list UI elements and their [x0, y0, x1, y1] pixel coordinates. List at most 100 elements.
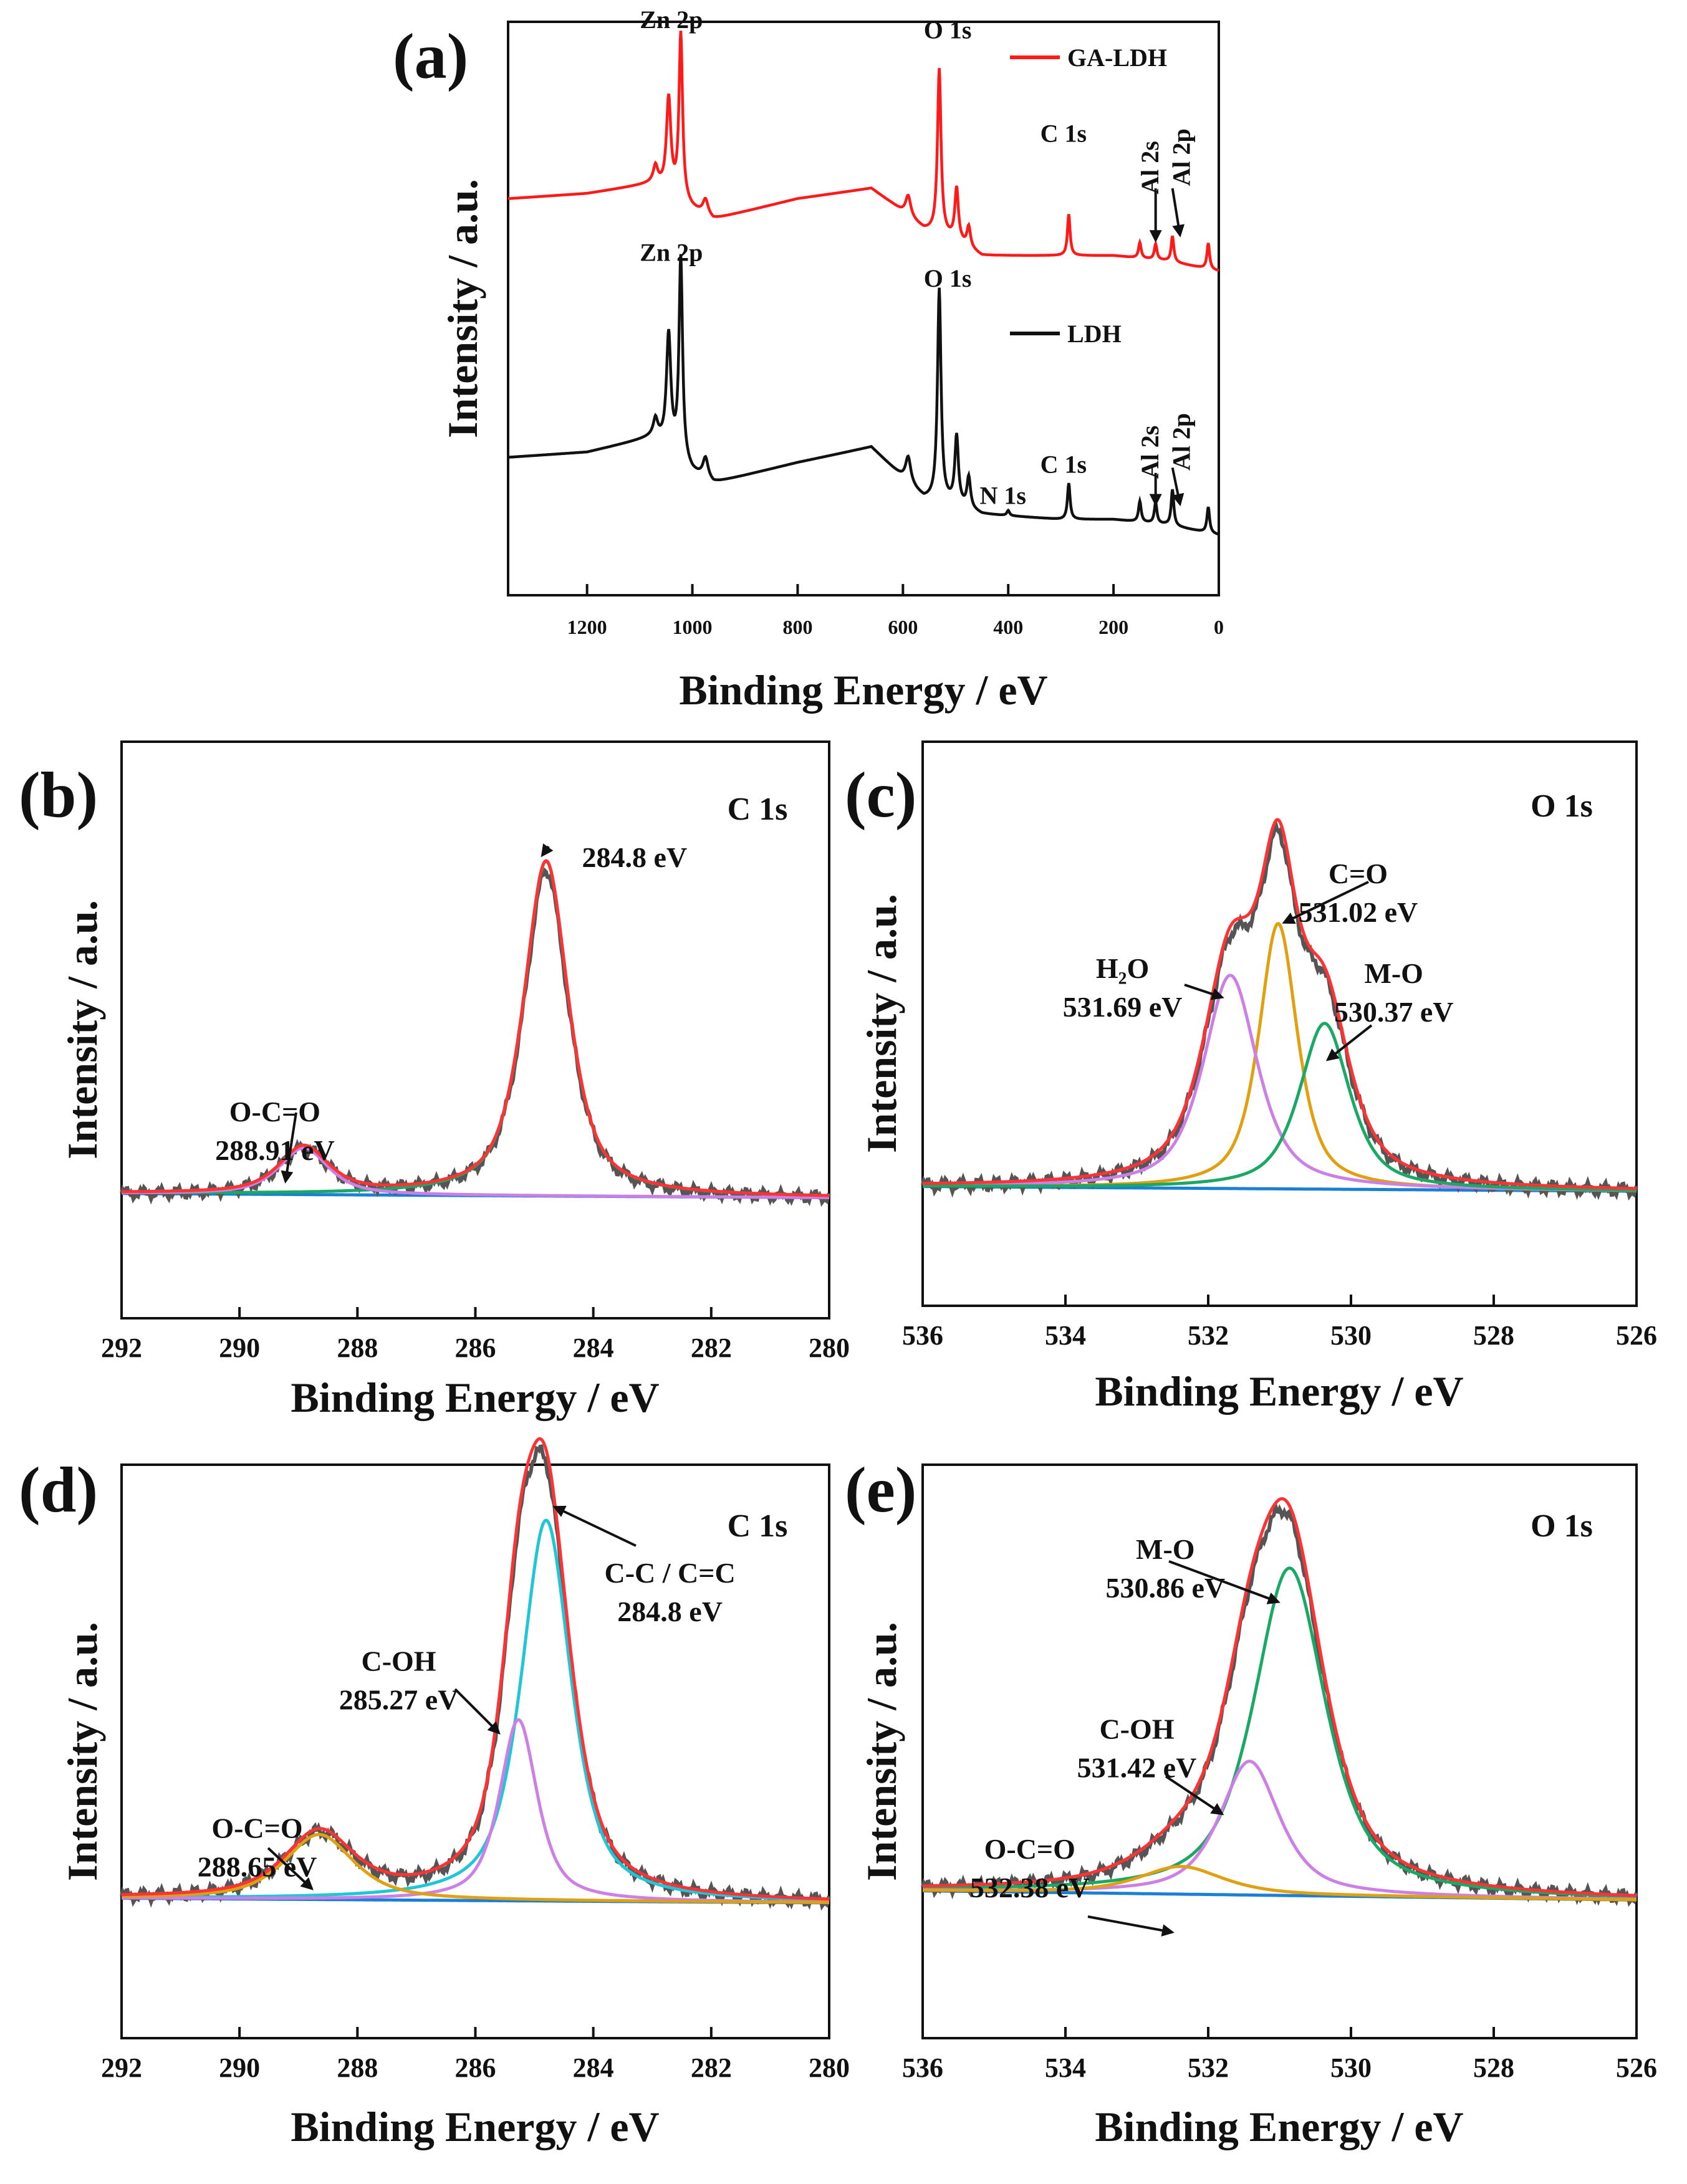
panel-c-frame: [921, 740, 1638, 1307]
panel-a-tick-label-200: 200: [1098, 616, 1128, 638]
panel-d-tick-label-284: 284: [573, 2052, 614, 2083]
panel-b-tick-label-282: 282: [691, 1333, 732, 1363]
peak-label-o-1s-1: O 1s: [924, 16, 972, 44]
panel-b-tick-label-292: 292: [101, 1333, 142, 1363]
annotation-arrow-2: [1282, 881, 1369, 924]
component-o-c-o: [923, 1865, 1637, 1902]
panel-e-tick-label-532: 532: [1188, 2052, 1229, 2083]
panel-a-series: [507, 31, 1219, 536]
panel-d-tick-label-280: 280: [809, 2052, 850, 2083]
panel-d-annotations: C-C / C=C 284.8 eV C-OH 285.27 eV O-C=O 288.6…: [198, 1505, 736, 1890]
panel-b-xlabel: Binding Energy / eV: [291, 1374, 659, 1421]
panel-b-annotations: 284.8 eV O-C=O 288.91 eV: [215, 841, 688, 1184]
panel-a-tick-label-400: 400: [993, 616, 1023, 638]
annotation-m-o-0: M-O: [1136, 1533, 1195, 1565]
peak-label-zn-2p-0: Zn 2p: [640, 6, 703, 34]
component-m-o: [923, 1022, 1637, 1192]
component-c-c-c-c: [122, 1518, 830, 1902]
panel-d-title: C 1s: [728, 1508, 788, 1544]
component-o-c-o: [122, 1146, 829, 1199]
series-line-ldh: [507, 254, 1219, 536]
panel-a-tick-label-1200: 1200: [567, 616, 607, 638]
panel-d-xlabel: Binding Energy / eV: [291, 2103, 659, 2150]
panel-e-tick-label-526: 526: [1616, 2052, 1657, 2083]
annotation-288-65-ev-2: 288.65 eV: [198, 1851, 317, 1883]
panel-c-ylabel: Intensity / a.u.: [858, 894, 905, 1153]
panel-e-o1s-spectrum: 536 534 532 530 528 526 M-O 530.86 eV C-OH 531.4…: [858, 1463, 1657, 2150]
annotation-arrow-0: [281, 1112, 297, 1184]
peak-label-c-1s-8: C 1s: [1041, 451, 1087, 479]
panel-a-ylabel: Intensity / a.u.: [439, 179, 486, 438]
panel-c-xlabel: Binding Energy / eV: [1095, 1367, 1463, 1415]
legend-label-ga-ldh: GA-LDH: [1067, 44, 1167, 72]
panel-c-o1s-spectrum: 536 534 532 530 528 526 C=O 531.02 eV H₂O 531.69…: [858, 740, 1657, 1415]
annotation-530-86-ev-0: 530.86 eV: [1105, 1572, 1225, 1604]
panel-e-tick-label-528: 528: [1473, 2052, 1514, 2083]
annotation-c-oh-1: C-OH: [361, 1645, 436, 1677]
annotation-o-c-o-2: O-C=O: [984, 1833, 1075, 1865]
peak-label-al-2p-10: Al 2p: [1168, 413, 1196, 471]
panel-a-xlabel: Binding Energy / eV: [679, 666, 1047, 714]
panel-a-tick-label-1000: 1000: [673, 616, 713, 638]
peak-label-c-1s-2: C 1s: [1041, 120, 1087, 148]
annotation-284-8-ev-0: 284.8 eV: [582, 841, 688, 873]
envelope-fit-line: [122, 859, 830, 1197]
panel-a-legend: GA-LDH LDH: [1010, 44, 1167, 348]
annotation-284-8-ev-0: 284.8 eV: [617, 1596, 723, 1627]
annotation-532-38-ev-2: 532.38 eV: [970, 1872, 1090, 1904]
annotation-530-37-ev-2: 530.37 eV: [1334, 996, 1454, 1028]
panel-b-title: C 1s: [728, 792, 788, 827]
peak-label-o-1s-6: O 1s: [924, 264, 972, 292]
annotation-arrow-8: [1168, 1560, 1281, 1604]
panel-d-curves: [120, 1437, 831, 1911]
component-c-o: [923, 922, 1637, 1192]
panel-d-frame: [120, 1463, 830, 2039]
panel-d-tick-label-290: 290: [219, 2052, 260, 2083]
panel-b-tick-label-280: 280: [809, 1333, 850, 1363]
panel-e-tick-label-534: 534: [1045, 2052, 1086, 2083]
panel-c-x-ticks: 536 534 532 530 528 526: [902, 1295, 1657, 1351]
panel-d-tick-label-282: 282: [691, 2052, 732, 2083]
panel-e-ylabel: Intensity / a.u.: [858, 1622, 905, 1881]
annotation-c-c-c-c-0: C-C / C=C: [605, 1557, 736, 1589]
annotation-285-27-ev-1: 285.27 eV: [339, 1684, 459, 1715]
annotation-o-c-o-1: O-C=O: [229, 1096, 320, 1128]
panel-b-ylabel: Intensity / a.u.: [59, 900, 106, 1159]
panel-c-title: O 1s: [1531, 788, 1593, 824]
panel-label-d: (d): [19, 1454, 98, 1526]
panel-a-tick-label-0: 0: [1214, 616, 1224, 638]
peak-label-al-2s-9: Al 2s: [1136, 426, 1164, 479]
panel-e-annotations: M-O 530.86 eV C-OH 531.42 eV O-C=O 532.38 eV: [970, 1533, 1281, 1937]
component-h2o: [923, 974, 1637, 1192]
panel-d-tick-label-292: 292: [101, 2052, 142, 2083]
annotation-arrow-4: [1325, 1024, 1373, 1061]
panel-label-a: (a): [393, 21, 468, 92]
annotation-arrow-7: [267, 1847, 314, 1890]
annotation-531-02-ev-0: 531.02 eV: [1299, 896, 1418, 928]
envelope-fit-line: [922, 818, 1637, 1190]
panel-e-tick-label-530: 530: [1330, 2052, 1372, 2083]
panel-b-tick-label-286: 286: [455, 1333, 496, 1363]
panel-e-tick-label-536: 536: [902, 2052, 943, 2083]
annotation-m-o-2: M-O: [1364, 957, 1423, 989]
annotation-arrow-5: [552, 1505, 637, 1547]
annotation-531-69-ev-1: 531.69 eV: [1063, 991, 1183, 1023]
panel-b-tick-label-288: 288: [337, 1333, 378, 1363]
annotation-531-42-ev-1: 531.42 eV: [1077, 1751, 1197, 1783]
panel-label-c: (c): [845, 759, 916, 831]
panel-b-c1s-spectrum: 292 290 288 286 284 282 280 284.8 eV O-C=O 288.9…: [59, 740, 850, 1421]
annotation-c-o-0: C=O: [1329, 858, 1388, 889]
peak-label-al-2p-4: Al 2p: [1168, 128, 1196, 186]
annotation-o-c-o-2: O-C=O: [211, 1813, 302, 1844]
al-peak-arrow-1: [1171, 188, 1185, 237]
envelope-fit-line: [922, 1497, 1637, 1897]
annotation-arrow-1: [541, 843, 554, 858]
al-peak-arrow-3: [1171, 467, 1185, 507]
panel-d-tick-label-286: 286: [455, 2052, 496, 2083]
legend-label-ldh: LDH: [1067, 320, 1122, 348]
panel-a-x-ticks: 1200 1000 800 600 400 200 0: [567, 584, 1224, 638]
panel-b-tick-label-284: 284: [573, 1333, 614, 1363]
